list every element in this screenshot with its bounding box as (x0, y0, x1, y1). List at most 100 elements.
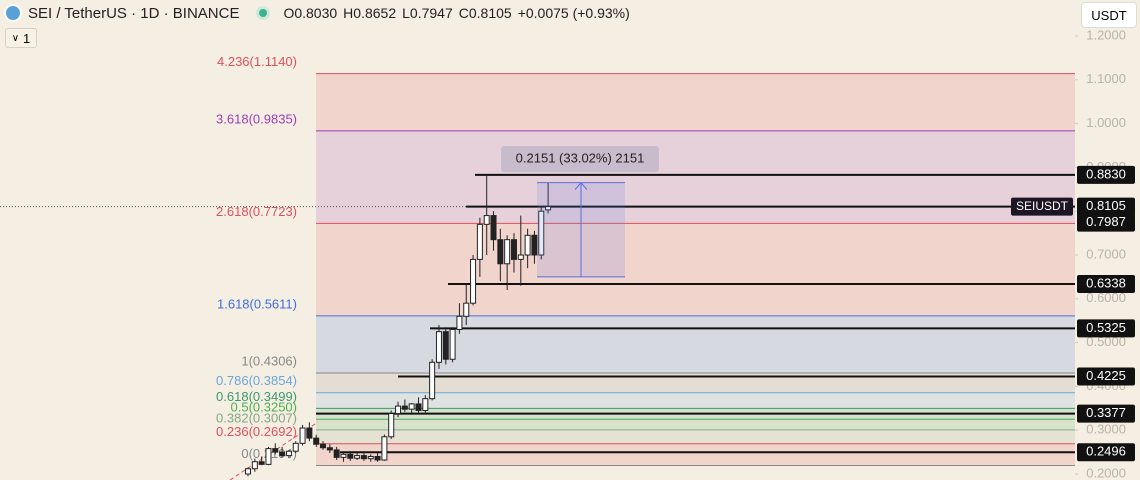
fib-label: 0.236(0.2692) (216, 424, 297, 439)
candle-body (504, 239, 511, 265)
fib-label: 2.618(0.7723) (216, 204, 297, 219)
price-label: 0.8105 (1086, 198, 1126, 213)
candle-body (545, 206, 552, 211)
y-tick-label: 0.2000 (1086, 465, 1126, 480)
y-tick-label: 0.5000 (1086, 334, 1126, 349)
candle-body (456, 315, 463, 330)
fib-band (316, 392, 1075, 409)
candle-body (408, 403, 415, 410)
price-label: 0.6338 (1086, 275, 1126, 290)
candle-body (285, 450, 292, 457)
indicator-toggle[interactable]: ∨ 1 (5, 28, 37, 48)
candle-body (272, 448, 279, 453)
price-label: 0.8830 (1086, 166, 1126, 181)
candle-body (292, 442, 299, 452)
ohlc: O0.8030 H0.8652 L0.7947 C0.8105 +0.0075 (+0.… (283, 5, 629, 21)
fib-label: 1(0.4306) (241, 353, 297, 368)
candle-body (388, 413, 395, 438)
candle-body (442, 331, 449, 360)
candle-body (360, 455, 367, 460)
ohlc-value: 0.7947 (409, 5, 453, 21)
ohlc-value: 0.8105 (468, 5, 512, 21)
symbol-label: SEIUSDT (1016, 199, 1069, 213)
candle-body (299, 427, 306, 444)
candle-body (463, 302, 470, 317)
price-label-box (1077, 274, 1135, 293)
y-tick-label: 0.3000 (1086, 422, 1126, 437)
fib-label: 0.382(0.3007) (216, 410, 297, 425)
candle-body (449, 328, 456, 360)
candle-body (531, 234, 538, 256)
fib-label: 0.618(0.3499) (216, 389, 297, 404)
fib-label: 1.618(0.5611) (217, 296, 297, 311)
price-label: 0.4225 (1086, 368, 1126, 383)
candle-body (265, 448, 272, 465)
candle-body (258, 461, 265, 465)
fib-band (316, 419, 1075, 430)
ohlc-item: H0.8652 (343, 5, 396, 21)
fib-label: 0.5(0.3250) (231, 400, 298, 415)
chevron: ∨ (11, 32, 20, 44)
candle-body (429, 361, 436, 400)
ohlc-item: L0.7947 (402, 5, 453, 21)
price-label: 0.5325 (1086, 320, 1126, 335)
symbol-label-box (1011, 197, 1073, 216)
candle-body (313, 437, 320, 445)
price-label: 0.7987 (1086, 214, 1126, 229)
ohlc-key: H (343, 5, 354, 21)
currency-button[interactable]: USDT (1081, 2, 1137, 28)
header: SEI / TetherUS · 1D · BINANCE O0.8030 H0.… (0, 0, 630, 26)
price-label-box (1077, 443, 1135, 462)
fib-label: 4.236(1.1140) (217, 54, 297, 69)
candle-body (476, 223, 483, 260)
ohlc-value: 0.8652 (353, 5, 397, 21)
logo (4, 4, 22, 22)
candle-body (415, 403, 422, 411)
ohlc-item: C0.8105 (459, 5, 512, 21)
candle-body (524, 234, 531, 256)
fib-band (316, 429, 1075, 444)
y-tick-label: 1.0000 (1086, 115, 1126, 130)
candle-body (517, 254, 524, 260)
fib-label: 3.618(0.9835) (216, 111, 297, 126)
y-tick-label: 0.6000 (1086, 290, 1126, 305)
price-label-box (1077, 197, 1135, 216)
fib-band (316, 372, 1075, 393)
ohlc-value: 0.8030 (294, 5, 338, 21)
ohlc-key: C (458, 5, 469, 21)
candle-body (306, 427, 313, 439)
symbol[interactable]: SEI / TetherUS · 1D · BINANCE (28, 4, 240, 22)
candle-body (367, 455, 374, 460)
price-label-box (1077, 213, 1135, 232)
candle-body (470, 258, 477, 304)
candle-body (497, 239, 504, 265)
candle-body (510, 239, 517, 260)
candle-body (435, 331, 442, 363)
price-label-box (1077, 165, 1135, 184)
y-tick-label: 0.7000 (1086, 246, 1126, 261)
price-label-box (1077, 367, 1135, 386)
fib-band (316, 315, 1075, 373)
candle-body (279, 451, 286, 457)
y-tick-label: 1.1000 (1086, 71, 1126, 86)
indicator-count: 1 (23, 30, 31, 46)
price-label: 0.2496 (1086, 444, 1126, 459)
candle-body (422, 398, 429, 411)
ohlc-key: O (283, 5, 295, 21)
candle-body (490, 215, 497, 241)
candle-body (245, 468, 251, 475)
candle-body (333, 449, 340, 458)
candle-body (381, 436, 388, 461)
status-dot (259, 9, 268, 17)
measure-arrowhead (574, 181, 588, 190)
fib-band (316, 443, 1075, 466)
measure-label: 0.2151 (33.02%) 2151 (516, 150, 645, 165)
currency: USDT (1091, 7, 1127, 23)
fib-band (316, 223, 1075, 316)
price-label-box (1077, 404, 1135, 423)
candle-body (320, 443, 327, 449)
candle-body (395, 405, 402, 415)
candle-body (483, 215, 490, 225)
